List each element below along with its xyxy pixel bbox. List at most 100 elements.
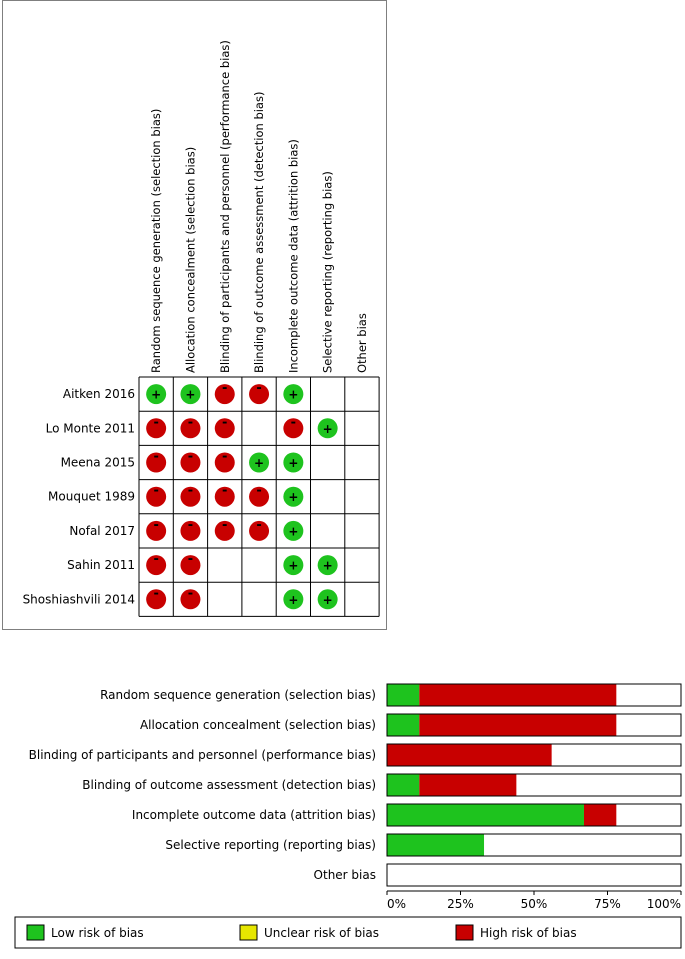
- rating-symbol: -: [188, 415, 193, 430]
- rating-symbol: -: [222, 415, 227, 430]
- bar-segment: [387, 744, 552, 766]
- bar-segment: [419, 684, 617, 706]
- rating-symbol: -: [153, 415, 158, 430]
- rating-symbol: -: [222, 484, 227, 499]
- high-risk-dot: [249, 486, 270, 507]
- study-label: Mouquet 1989: [48, 490, 135, 504]
- rating-symbol: -: [222, 450, 227, 465]
- bar-outline: [386, 713, 682, 737]
- rating-symbol: -: [153, 552, 158, 567]
- study-label: Nofal 2017: [69, 524, 135, 538]
- rating-symbol: +: [288, 559, 298, 573]
- rating-symbol: -: [153, 484, 158, 499]
- study-label: Shoshiashvili 2014: [23, 592, 135, 606]
- domain-header-label: Random sequence generation (selection bi…: [149, 109, 163, 373]
- low-risk-dot: [317, 589, 338, 610]
- rating-symbol: -: [153, 586, 158, 601]
- rating-symbol: +: [288, 388, 298, 402]
- rating-symbol: +: [288, 593, 298, 607]
- legend-swatch: [455, 924, 474, 941]
- rating-symbol: +: [254, 456, 264, 470]
- low-risk-dot: [317, 555, 338, 576]
- rating-symbol: -: [188, 450, 193, 465]
- rating-symbol: +: [323, 422, 333, 436]
- bar-segment: [419, 714, 617, 736]
- bar-outline: [386, 803, 682, 827]
- bar-outline: [386, 773, 682, 797]
- category-label: Allocation concealment (selection bias): [140, 718, 376, 732]
- x-tick-label: 50%: [521, 897, 548, 911]
- high-risk-dot: [283, 418, 304, 439]
- high-risk-dot: [146, 589, 167, 610]
- high-risk-dot: [146, 486, 167, 507]
- high-risk-dot: [180, 520, 201, 541]
- category-label: Other bias: [314, 868, 376, 882]
- high-risk-dot: [180, 418, 201, 439]
- bar-segment: [387, 774, 420, 796]
- high-risk-dot: [214, 486, 235, 507]
- rating-symbol: -: [256, 381, 261, 396]
- bar-segment: [387, 684, 420, 706]
- bar-chart-svg: Random sequence generation (selection bi…: [14, 683, 682, 949]
- low-risk-dot: [283, 452, 304, 473]
- bar-segment: [419, 774, 517, 796]
- study-label: Sahin 2011: [67, 558, 135, 572]
- high-risk-dot: [146, 452, 167, 473]
- rating-symbol: -: [153, 450, 158, 465]
- high-risk-dot: [214, 452, 235, 473]
- domain-header-label: Other bias: [355, 313, 369, 373]
- rating-symbol: -: [291, 415, 296, 430]
- high-risk-dot: [214, 384, 235, 405]
- rating-symbol: +: [185, 388, 195, 402]
- category-label: Incomplete outcome data (attrition bias): [132, 808, 376, 822]
- category-label: Blinding of outcome assessment (detectio…: [82, 778, 376, 792]
- bar-segment: [387, 714, 420, 736]
- high-risk-dot: [214, 520, 235, 541]
- low-risk-dot: [283, 520, 304, 541]
- rating-symbol: +: [288, 490, 298, 504]
- legend-label: High risk of bias: [480, 926, 577, 940]
- bar-outline: [386, 743, 682, 767]
- high-risk-dot: [249, 520, 270, 541]
- low-risk-dot: [283, 555, 304, 576]
- domain-header-label: Blinding of participants and personnel (…: [218, 40, 232, 373]
- domain-header-label: Incomplete outcome data (attrition bias): [286, 139, 300, 373]
- rating-symbol: -: [256, 518, 261, 533]
- high-risk-dot: [146, 520, 167, 541]
- category-label: Random sequence generation (selection bi…: [100, 688, 376, 702]
- low-risk-dot: [283, 589, 304, 610]
- rating-symbol: +: [151, 388, 161, 402]
- legend-box: [14, 916, 682, 949]
- rating-symbol: -: [188, 518, 193, 533]
- high-risk-dot: [214, 418, 235, 439]
- legend-swatch: [26, 924, 45, 941]
- rating-symbol: -: [153, 518, 158, 533]
- low-risk-dot: [146, 384, 167, 405]
- bar-outline: [386, 863, 682, 887]
- rating-symbol: -: [222, 381, 227, 396]
- domain-header-label: Blinding of outcome assessment (detectio…: [252, 92, 266, 373]
- low-risk-dot: [249, 452, 270, 473]
- domain-header-label: Selective reporting (reporting bias): [321, 171, 335, 373]
- rating-symbol: +: [288, 524, 298, 538]
- x-tick-label: 100%: [647, 897, 681, 911]
- high-risk-dot: [146, 555, 167, 576]
- study-label: Meena 2015: [61, 456, 135, 470]
- legend-label: Low risk of bias: [51, 926, 144, 940]
- legend-swatch: [239, 924, 258, 941]
- domain-header-label: Allocation concealment (selection bias): [183, 147, 197, 373]
- high-risk-dot: [180, 555, 201, 576]
- rating-symbol: -: [188, 586, 193, 601]
- legend-label: Unclear risk of bias: [264, 926, 379, 940]
- x-tick-label: 25%: [447, 897, 474, 911]
- low-risk-dot: [283, 486, 304, 507]
- risk-of-bias-summary: Random sequence generation (selection bi…: [2, 0, 387, 630]
- rating-symbol: +: [288, 456, 298, 470]
- low-risk-dot: [180, 384, 201, 405]
- category-label: Blinding of participants and personnel (…: [29, 748, 376, 762]
- rating-symbol: +: [323, 593, 333, 607]
- category-label: Selective reporting (reporting bias): [165, 838, 376, 852]
- summary-table-svg: Random sequence generation (selection bi…: [23, 40, 380, 617]
- high-risk-dot: [249, 384, 270, 405]
- rating-symbol: -: [256, 484, 261, 499]
